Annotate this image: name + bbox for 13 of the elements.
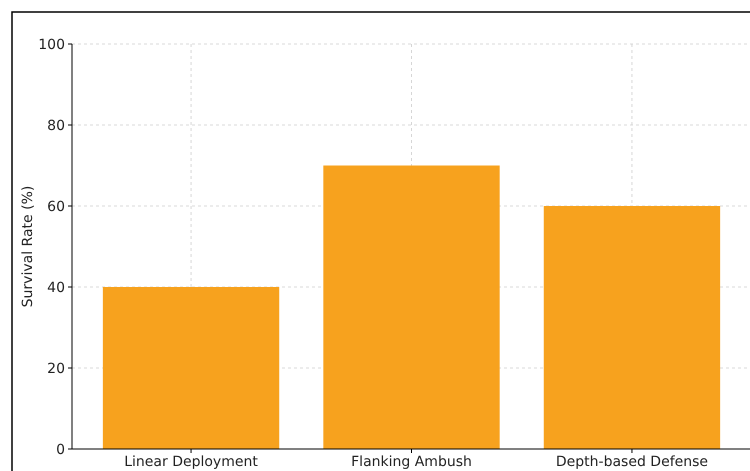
y-tick-label: 60: [47, 198, 65, 215]
bar: [102, 287, 280, 449]
y-axis-title: Survival Rate (%): [20, 186, 36, 308]
y-tick-label: 80: [47, 118, 65, 134]
bar: [323, 166, 500, 449]
bar: [544, 206, 720, 449]
x-tick-label: Depth-based Defense: [556, 454, 708, 470]
y-tick-label: 100: [38, 36, 65, 53]
y-tick-label: 20: [47, 360, 65, 377]
x-tick-label: Linear Deployment: [124, 454, 258, 470]
y-tick-label: 0: [56, 442, 65, 458]
y-tick-label: 40: [47, 280, 65, 296]
x-tick-label: Flanking Ambush: [351, 454, 472, 470]
